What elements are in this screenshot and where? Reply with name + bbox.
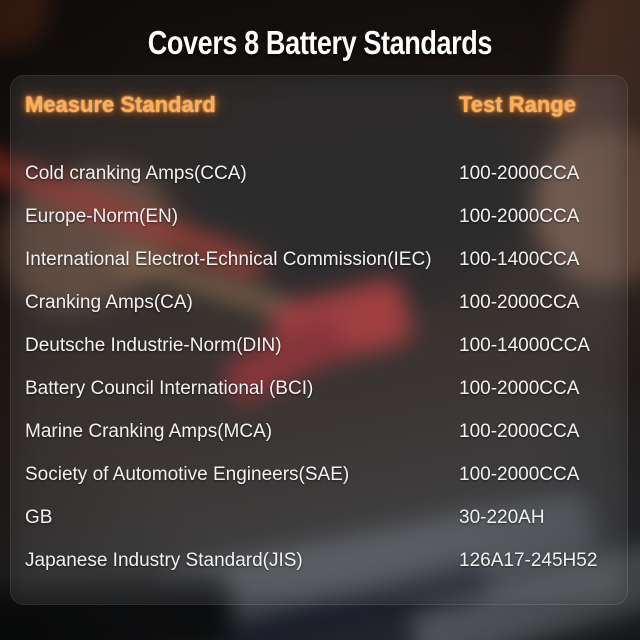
table-row: Battery Council International (BCI) 100-… [25,367,613,410]
table-row: Europe-Norm(EN) 100-2000CCA [25,195,613,238]
range-cell: 100-2000CCA [459,291,580,313]
standard-cell: Marine Cranking Amps(MCA) [25,420,273,442]
standards-table-panel: Measure Standard Test Range Cold crankin… [10,75,628,605]
range-cell: 100-2000CCA [459,420,580,442]
table-row: GB 30-220AH [25,496,613,539]
range-cell: 100-2000CCA [459,162,580,184]
range-cell: 30-220AH [459,506,545,528]
range-cell: 100-2000CCA [459,205,580,227]
standard-cell: Society of Automotive Engineers(SAE) [25,463,350,485]
standard-cell: Cranking Amps(CA) [25,291,193,313]
standard-cell: International Electrot-Echnical Commissi… [25,248,432,270]
table-row: International Electrot-Echnical Commissi… [25,238,613,281]
page-title: Covers 8 Battery Standards [0,25,640,61]
table-row: Cranking Amps(CA) 100-2000CCA [25,281,613,324]
standard-cell: Battery Council International (BCI) [25,377,314,399]
range-cell: 100-1400CCA [459,248,580,270]
standard-cell: Europe-Norm(EN) [25,205,179,227]
standard-cell: Deutsche Industrie-Norm(DIN) [25,334,282,356]
range-cell: 126A17-245H52 [459,549,598,571]
standard-cell: GB [25,506,53,528]
range-cell: 100-14000CCA [459,334,590,356]
column-header-measure-standard: Measure Standard [25,92,216,117]
standard-cell: Cold cranking Amps(CCA) [25,162,247,184]
table-row: Cold cranking Amps(CCA) 100-2000CCA [25,152,613,195]
table-body: Cold cranking Amps(CCA) 100-2000CCA Euro… [25,152,613,582]
range-cell: 100-2000CCA [459,463,580,485]
standard-cell: Japanese Industry Standard(JIS) [25,549,303,571]
column-header-test-range: Test Range [459,92,576,117]
table-row: Deutsche Industrie-Norm(DIN) 100-14000CC… [25,324,613,367]
table-row: Japanese Industry Standard(JIS) 126A17-2… [25,539,613,582]
table-row: Marine Cranking Amps(MCA) 100-2000CCA [25,410,613,453]
table-row: Society of Automotive Engineers(SAE) 100… [25,453,613,496]
table-header-row: Measure Standard Test Range [25,76,613,134]
range-cell: 100-2000CCA [459,377,580,399]
page-title-text: Covers 8 Battery Standards [147,24,493,61]
